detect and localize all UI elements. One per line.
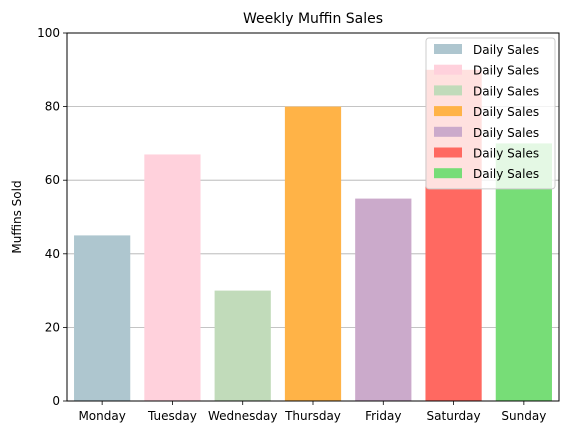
bar-tuesday <box>144 154 201 401</box>
chart-title: Weekly Muffin Sales <box>243 11 383 27</box>
y-tick-label: 40 <box>45 247 60 261</box>
bar-thursday <box>284 106 342 401</box>
x-tick-label: Tuesday <box>147 409 197 423</box>
x-tick-label: Sunday <box>501 409 546 423</box>
bar-monday <box>74 235 131 401</box>
x-tick-label: Wednesday <box>208 409 277 423</box>
y-tick-label: 20 <box>45 320 60 334</box>
legend-label: Daily Sales <box>473 167 539 181</box>
y-ticks: 0 20 40 60 80 100 <box>37 26 67 408</box>
bar-wednesday <box>214 290 271 401</box>
legend-swatch <box>434 126 462 137</box>
x-tick-label: Thursday <box>284 409 341 423</box>
legend-label: Daily Sales <box>473 84 539 98</box>
y-tick-label: 100 <box>37 26 60 40</box>
y-tick-label: 60 <box>45 173 60 187</box>
legend-label: Daily Sales <box>473 147 539 161</box>
x-tick-label: Saturday <box>427 409 481 423</box>
legend-label: Daily Sales <box>473 105 539 119</box>
bars <box>74 69 552 402</box>
y-tick-label: 80 <box>45 100 60 114</box>
legend-swatch <box>434 85 462 96</box>
y-tick-label: 0 <box>52 394 60 408</box>
legend-label: Daily Sales <box>473 43 539 57</box>
x-ticks: Monday Tuesday Wednesday Thursday Friday Satu… <box>78 401 546 423</box>
legend-swatch <box>434 64 462 75</box>
legend-swatch <box>434 168 462 179</box>
legend-swatch <box>434 147 462 158</box>
legend: Daily Sales Daily Sales Daily Sales Daily S… <box>425 37 556 190</box>
bar-friday <box>355 198 412 401</box>
legend-label: Daily Sales <box>473 64 539 78</box>
legend-label: Daily Sales <box>473 126 539 140</box>
y-axis-label: Muffins Sold <box>10 180 24 253</box>
legend-swatch <box>434 44 462 54</box>
x-tick-label: Friday <box>365 409 401 423</box>
x-tick-label: Monday <box>78 409 125 423</box>
legend-swatch <box>434 106 462 117</box>
